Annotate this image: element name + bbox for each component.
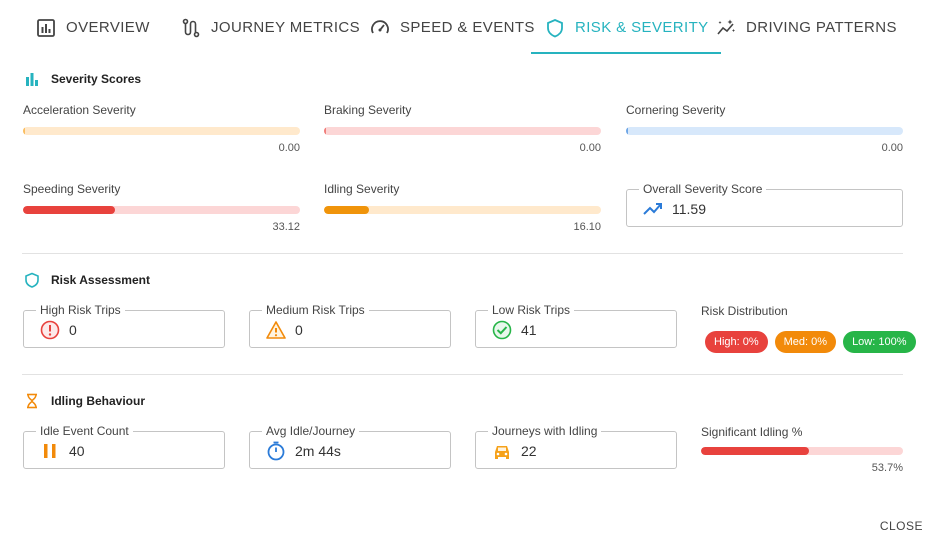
- speeding-severity-fill: [23, 206, 115, 214]
- car-icon: [495, 446, 509, 459]
- low-risk-chip: Low: 100%: [843, 331, 916, 353]
- journeys-with-idling-value: 22: [521, 443, 537, 459]
- pause-icon: [44, 444, 56, 458]
- speeding-severity-value: 33.12: [272, 221, 300, 233]
- severity-section-header: Severity Scores: [24, 71, 141, 87]
- braking-severity: Braking Severity 0.00: [324, 103, 601, 154]
- acceleration-severity-label: Acceleration Severity: [23, 103, 136, 117]
- significant-idling: Significant Idling % 53.7%: [701, 425, 903, 474]
- tab-bar: Overview Journey Metrics Speed & Events …: [0, 0, 941, 55]
- tab-overview-label: Overview: [66, 19, 150, 36]
- medium-risk-value: 0: [295, 322, 303, 338]
- idling-severity-fill: [324, 206, 369, 214]
- acceleration-severity-bar: [23, 127, 300, 135]
- acceleration-severity-value: 0.00: [278, 142, 300, 154]
- high-risk-value: 0: [69, 322, 77, 338]
- risk-distribution-label: Risk Distribution: [701, 304, 788, 318]
- bar-chart-box-icon: [37, 18, 55, 37]
- high-risk-label: High Risk Trips: [36, 303, 125, 317]
- bar-chart-icon: [26, 73, 38, 86]
- speeding-severity-label: Speeding Severity: [23, 182, 121, 196]
- speedometer-icon: [371, 19, 389, 33]
- cornering-severity-value: 0.00: [881, 142, 903, 154]
- idle-event-count-label: Idle Event Count: [36, 424, 133, 438]
- risk-distribution-chips: High: 0% Med: 0% Low: 100%: [705, 331, 919, 355]
- tab-overview[interactable]: Overview: [36, 0, 150, 55]
- high-risk-field: High Risk Trips 0: [23, 303, 225, 348]
- avg-idle-value: 2m 44s: [295, 443, 341, 459]
- medium-risk-field: Medium Risk Trips 0: [249, 303, 451, 348]
- low-risk-value: 41: [521, 322, 537, 338]
- tab-driving-patterns-label: Driving Patterns: [746, 19, 897, 36]
- low-risk-field: Low Risk Trips 41: [475, 303, 677, 348]
- medium-risk-label: Medium Risk Trips: [262, 303, 369, 317]
- idling-section-header: Idling Behaviour: [24, 393, 145, 409]
- shield-icon: [25, 272, 39, 288]
- route-icon: [182, 18, 200, 37]
- braking-severity-fill: [324, 127, 326, 135]
- high-risk-chip: High: 0%: [705, 331, 768, 353]
- idling-severity-value: 16.10: [573, 221, 601, 233]
- overall-severity-label: Overall Severity Score: [639, 182, 767, 196]
- low-risk-label: Low Risk Trips: [488, 303, 575, 317]
- close-button[interactable]: Close: [879, 519, 923, 533]
- avg-idle-field: Avg Idle/Journey 2m 44s: [249, 424, 451, 469]
- cornering-severity-label: Cornering Severity: [626, 103, 726, 117]
- overall-severity-field: Overall Severity Score 11.59: [626, 182, 903, 227]
- risk-section-title: Risk Assessment: [51, 273, 150, 287]
- idling-severity-bar: [324, 206, 601, 214]
- section-divider: [22, 253, 903, 254]
- cornering-severity-fill: [626, 127, 628, 135]
- cornering-severity-bar: [626, 127, 903, 135]
- journeys-with-idling-field: Journeys with Idling 22: [475, 424, 677, 469]
- cornering-severity: Cornering Severity 0.00: [626, 103, 903, 154]
- check-circle-icon: [492, 320, 512, 340]
- avg-idle-label: Avg Idle/Journey: [262, 424, 360, 438]
- speeding-severity: Speeding Severity 33.12: [23, 182, 300, 233]
- acceleration-severity-fill: [23, 127, 25, 135]
- overall-severity-value: 11.59: [672, 201, 706, 217]
- journeys-with-idling-label: Journeys with Idling: [488, 424, 602, 438]
- idle-event-count-field: Idle Event Count 40: [23, 424, 225, 469]
- speeding-severity-bar: [23, 206, 300, 214]
- shield-icon: [547, 18, 563, 37]
- tab-journey-metrics[interactable]: Journey Metrics: [181, 0, 360, 55]
- tab-risk-severity[interactable]: Risk & Severity: [531, 0, 721, 55]
- section-divider: [22, 374, 903, 375]
- risk-section-header: Risk Assessment: [24, 272, 150, 288]
- error-icon: [40, 320, 60, 340]
- significant-idling-fill: [701, 447, 810, 455]
- idling-severity: Idling Severity 16.10: [324, 182, 601, 233]
- idling-severity-label: Idling Severity: [324, 182, 400, 196]
- hourglass-icon: [27, 393, 37, 409]
- significant-idling-bar: [701, 447, 903, 455]
- medium-risk-chip: Med: 0%: [774, 331, 837, 353]
- tab-driving-patterns[interactable]: Driving Patterns: [716, 0, 897, 55]
- significant-idling-value: 53.7%: [871, 462, 903, 474]
- significant-idling-label: Significant Idling %: [701, 425, 803, 439]
- idling-section-title: Idling Behaviour: [51, 394, 146, 408]
- timer-icon: [267, 441, 285, 461]
- idle-event-count-value: 40: [69, 443, 85, 459]
- trending-up-icon: [643, 203, 662, 215]
- tab-speed-events-label: Speed & Events: [400, 19, 535, 36]
- tab-journey-metrics-label: Journey Metrics: [211, 19, 361, 36]
- sparkle-chart-icon: [717, 19, 735, 35]
- braking-severity-value: 0.00: [579, 142, 601, 154]
- tab-speed-events[interactable]: Speed & Events: [370, 0, 535, 55]
- tab-risk-severity-label: Risk & Severity: [575, 19, 709, 36]
- warning-icon: [266, 321, 286, 339]
- acceleration-severity: Acceleration Severity 0.00: [23, 103, 300, 154]
- severity-section-title: Severity Scores: [51, 72, 142, 86]
- braking-severity-bar: [324, 127, 601, 135]
- braking-severity-label: Braking Severity: [324, 103, 412, 117]
